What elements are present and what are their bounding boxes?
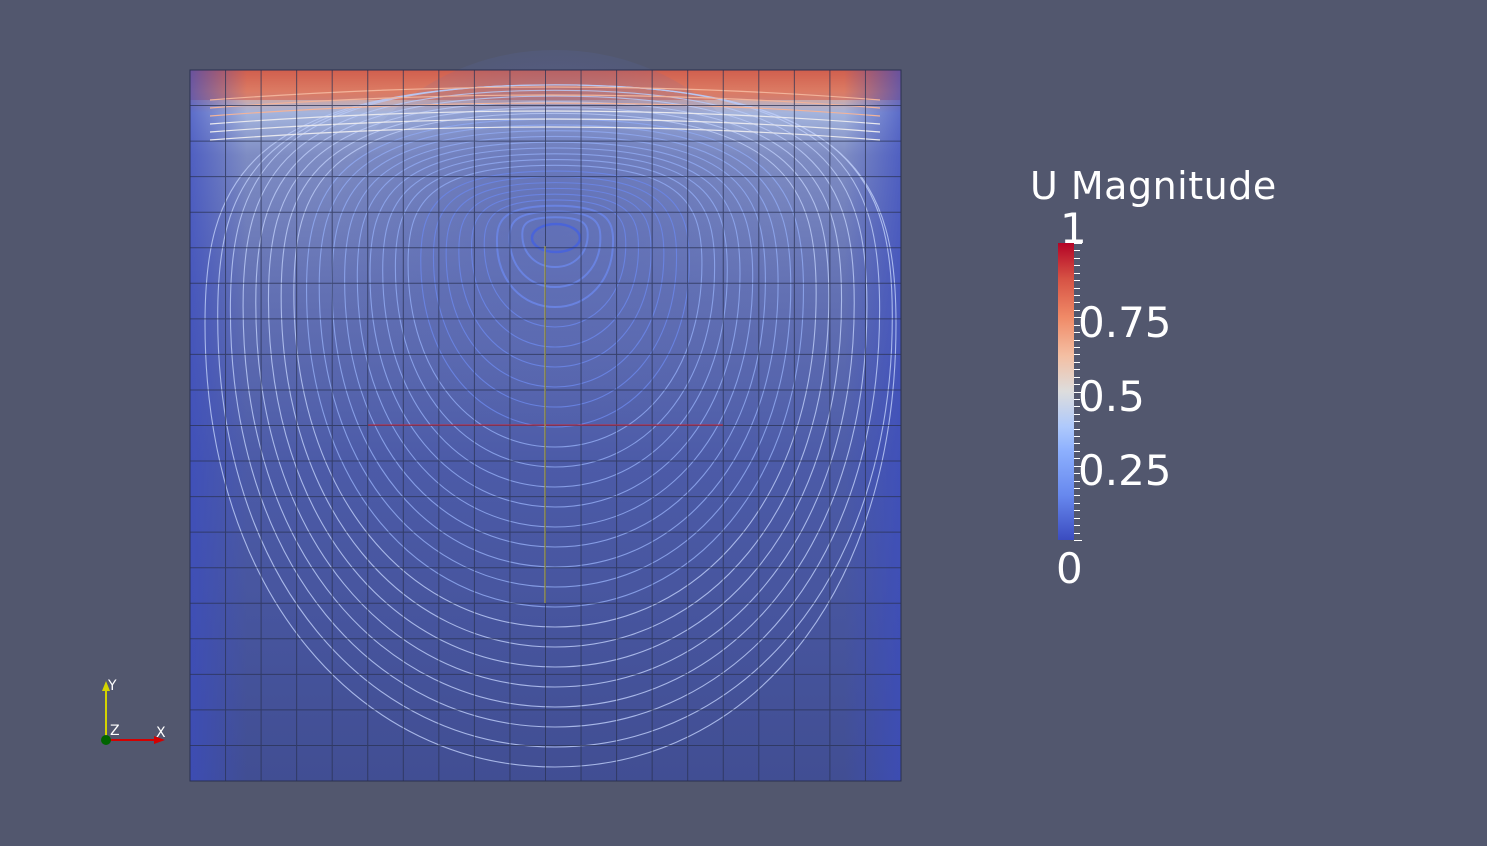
- streamline: [217, 84, 893, 748]
- legend-tick: [1074, 272, 1080, 274]
- streamline: [209, 110, 881, 125]
- streamline: [508, 210, 602, 289]
- streamline: [382, 153, 728, 488]
- streamline: [458, 187, 652, 368]
- streamline: [530, 222, 582, 254]
- streamline: [483, 199, 627, 328]
- legend-tick: [1074, 309, 1080, 311]
- streamline: [394, 158, 716, 468]
- legend-tick: [1074, 369, 1080, 371]
- color-legend[interactable]: U Magnitude 1 0.75 0.5 0.25 0: [1020, 160, 1300, 600]
- legend-tick: [1074, 398, 1080, 400]
- legend-tick: [1074, 332, 1080, 334]
- legend-tick: [1074, 391, 1082, 393]
- legend-tick: [1074, 302, 1080, 304]
- legend-tick: [1074, 517, 1080, 519]
- streamline: [280, 107, 830, 648]
- legend-tick: [1074, 287, 1080, 289]
- legend-tick: [1074, 502, 1080, 504]
- streamline: [420, 170, 690, 428]
- legend-tick: [1074, 465, 1082, 467]
- legend-tick: [1074, 525, 1080, 527]
- mesh-edges: [190, 70, 901, 781]
- streamline: [344, 135, 766, 548]
- legend-label-025: 0.25: [1078, 446, 1172, 495]
- legend-tick: [1074, 317, 1082, 319]
- legend-tick: [1074, 257, 1080, 259]
- legend-tick: [1074, 384, 1080, 386]
- legend-label-075: 0.75: [1078, 298, 1172, 347]
- legend-minor-ticks: [1074, 243, 1082, 541]
- legend-tick: [1074, 324, 1080, 326]
- orientation-axes: Y Z X: [95, 675, 185, 755]
- streamline: [209, 86, 881, 101]
- legend-tick: [1074, 376, 1080, 378]
- streamline: [209, 126, 881, 141]
- legend-tick: [1074, 339, 1080, 341]
- streamline: [204, 84, 897, 768]
- legend-label-min: 0: [1056, 544, 1083, 593]
- streamline: [495, 204, 615, 309]
- streamline: [209, 94, 881, 109]
- legend-tick: [1074, 458, 1080, 460]
- axis-label-y: Y: [108, 678, 117, 694]
- legend-tick: [1074, 421, 1080, 423]
- legend-tick: [1074, 510, 1080, 512]
- streamline: [369, 147, 741, 508]
- legend-tick: [1074, 473, 1080, 475]
- streamline: [407, 164, 703, 448]
- legend-title: U Magnitude: [1030, 164, 1277, 208]
- orientation-axes-graphic: [101, 681, 165, 745]
- legend-label-05: 0.5: [1078, 372, 1145, 421]
- legend-tick: [1074, 540, 1082, 541]
- legend-tick: [1074, 354, 1080, 356]
- legend-tick: [1074, 346, 1080, 348]
- streamline: [209, 102, 881, 117]
- streamline: [445, 182, 665, 388]
- legend-tick: [1074, 488, 1080, 490]
- legend-tick: [1074, 294, 1080, 296]
- streamline: [331, 130, 779, 568]
- legend-tick: [1074, 265, 1080, 267]
- legend-tick: [1074, 436, 1080, 438]
- legend-tick: [1074, 243, 1082, 244]
- streamline: [521, 216, 589, 269]
- legend-tick: [1074, 480, 1080, 482]
- legend-tick: [1074, 250, 1080, 252]
- legend-label-max: 1: [1060, 204, 1087, 253]
- cavity-outline: [189, 69, 902, 782]
- legend-tick: [1074, 443, 1080, 445]
- axis-label-z: Z: [110, 723, 120, 739]
- streamline: [356, 141, 754, 528]
- legend-tick: [1074, 406, 1080, 408]
- streamline: [209, 118, 881, 133]
- legend-tick: [1074, 280, 1080, 282]
- legend-tick: [1074, 495, 1080, 497]
- streamline: [255, 95, 855, 688]
- streamline: [318, 124, 792, 588]
- legend-color-bar: [1058, 243, 1074, 540]
- legend-tick: [1074, 428, 1080, 430]
- legend-tick: [1074, 450, 1080, 452]
- legend-tick: [1074, 532, 1080, 534]
- axis-label-x: X: [156, 725, 166, 741]
- legend-tick: [1074, 361, 1080, 363]
- legend-tick: [1074, 413, 1080, 415]
- streamline: [432, 176, 678, 408]
